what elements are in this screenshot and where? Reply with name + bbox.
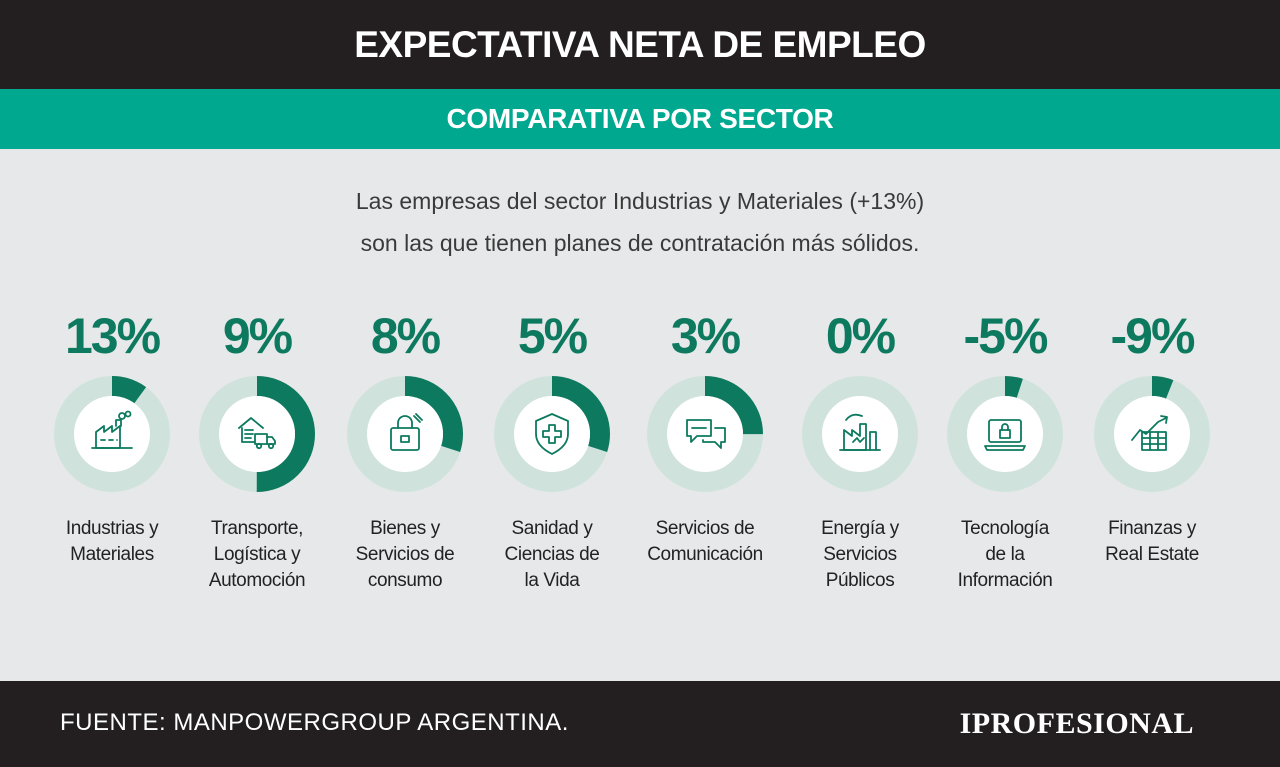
sector-6: 0% Energía y Servicios Públicos — [780, 300, 940, 594]
donut-track — [802, 376, 918, 492]
donut-chart — [802, 376, 918, 492]
donut-segment — [1094, 376, 1210, 492]
sector-label: Servicios de Comunicación — [630, 516, 780, 568]
sector-label-line: Comunicación — [647, 544, 763, 565]
factory-icon — [91, 410, 133, 449]
sector-label: Sanidad y Ciencias de la Vida — [477, 516, 627, 594]
donut-chart — [494, 376, 610, 492]
donut-chart — [54, 376, 170, 492]
sector-label-line: Energía y — [821, 518, 899, 539]
data-label: 8% — [370, 308, 441, 364]
donut-center — [367, 396, 443, 472]
data-label: 9% — [222, 308, 293, 364]
sector-label-line: la Vida — [524, 570, 580, 591]
brand-logo: IPROFESIONAL — [959, 707, 1194, 740]
sector-3: 8% Bienes y Servicios de consumo — [325, 300, 485, 594]
intro-text: Las empresas del sector Industrias y Mat… — [0, 180, 1280, 264]
sector-label-line: Públicos — [825, 570, 895, 591]
shopping-bag-icon — [390, 413, 423, 451]
sector-label-line: Servicios — [823, 544, 897, 565]
sector-label-line: Real Estate — [1105, 544, 1199, 565]
sector-label-line: Materiales — [70, 544, 154, 565]
sector-label-line: consumo — [367, 570, 443, 591]
donut-center — [514, 396, 590, 472]
chart-title: EXPECTATIVA NETA DE EMPLEO — [354, 23, 926, 65]
sector-label-line: Automoción — [208, 570, 306, 591]
sector-label-line: Sanidad y — [511, 518, 593, 539]
donut-segment — [494, 376, 610, 492]
sector-7: -5% Tecnología de la Información — [925, 300, 1085, 594]
sector-label-line: de la — [985, 544, 1025, 565]
sector-label-line: Bienes y — [370, 518, 440, 539]
donut-center — [967, 396, 1043, 472]
sector-label: Bienes y Servicios de consumo — [330, 516, 480, 594]
sector-label-line: Finanzas y — [1108, 518, 1196, 539]
subtitle-bar: COMPARATIVA POR SECTOR — [0, 89, 1280, 149]
truck-warehouse-icon — [238, 417, 276, 450]
sector-label-line: Logística y — [213, 544, 301, 565]
sector-8: -9% Finanzas y Real Estate — [1072, 300, 1232, 568]
donut-segment — [947, 376, 1063, 492]
sector-label: Finanzas y Real Estate — [1077, 516, 1227, 568]
sector-label-line: Información — [957, 570, 1053, 591]
sector-2: 9% Transporte, Logística y Automoción — [177, 300, 337, 594]
donut-segment — [199, 376, 315, 492]
source-note: FUENTE: MANPOWERGROUP ARGENTINA. — [60, 709, 569, 736]
title-bar: EXPECTATIVA NETA DE EMPLEO — [0, 0, 1280, 89]
sector-label: Transporte, Logística y Automoción — [182, 516, 332, 594]
data-label: -5% — [963, 308, 1049, 364]
sector-label-line: Ciencias de — [504, 544, 600, 565]
donut-chart — [199, 376, 315, 492]
sector-label-line: Industrias y — [65, 518, 159, 539]
donut-segment — [347, 376, 463, 492]
sector-label-line: Transporte, — [210, 518, 304, 539]
sector-label: Energía y Servicios Públicos — [785, 516, 935, 594]
laptop-lock-icon — [984, 419, 1026, 451]
donut-chart — [947, 376, 1063, 492]
chart-subtitle: COMPARATIVA POR SECTOR — [446, 103, 834, 134]
sector-label-line: Tecnología — [961, 518, 1049, 539]
data-label: 3% — [670, 308, 741, 364]
sector-label: Tecnología de la Información — [930, 516, 1080, 594]
sector-label: Industrias y Materiales — [37, 516, 187, 568]
finance-chart-icon — [1131, 415, 1168, 451]
sector-label-line: Servicios de — [655, 518, 755, 539]
donut-segment — [647, 376, 763, 492]
sector-label-line: Servicios de — [355, 544, 455, 565]
sector-1: 13% Industrias y Materiales — [32, 300, 192, 568]
donut-center — [667, 396, 743, 472]
data-label: 13% — [64, 308, 161, 364]
intro-line-2: son las que tienen planes de contratació… — [360, 230, 920, 256]
donut-segment — [54, 376, 170, 492]
donut-chart — [1094, 376, 1210, 492]
data-label: 0% — [825, 308, 896, 364]
data-label: -9% — [1110, 308, 1196, 364]
donut-chart — [347, 376, 463, 492]
donut-chart — [647, 376, 763, 492]
chat-bubbles-icon — [686, 419, 726, 449]
medical-shield-icon — [535, 413, 569, 455]
donut-center — [1114, 396, 1190, 472]
sector-5: 3% Servicios de Comunicación — [625, 300, 785, 568]
data-label: 5% — [517, 308, 588, 364]
donut-center — [74, 396, 150, 472]
intro-line-1: Las empresas del sector Industrias y Mat… — [355, 188, 925, 214]
energy-plant-icon — [839, 413, 881, 451]
footer-bar: FUENTE: MANPOWERGROUP ARGENTINA. IPROFES… — [0, 681, 1280, 767]
sector-4: 5% Sanidad y Ciencias de la Vida — [472, 300, 632, 594]
